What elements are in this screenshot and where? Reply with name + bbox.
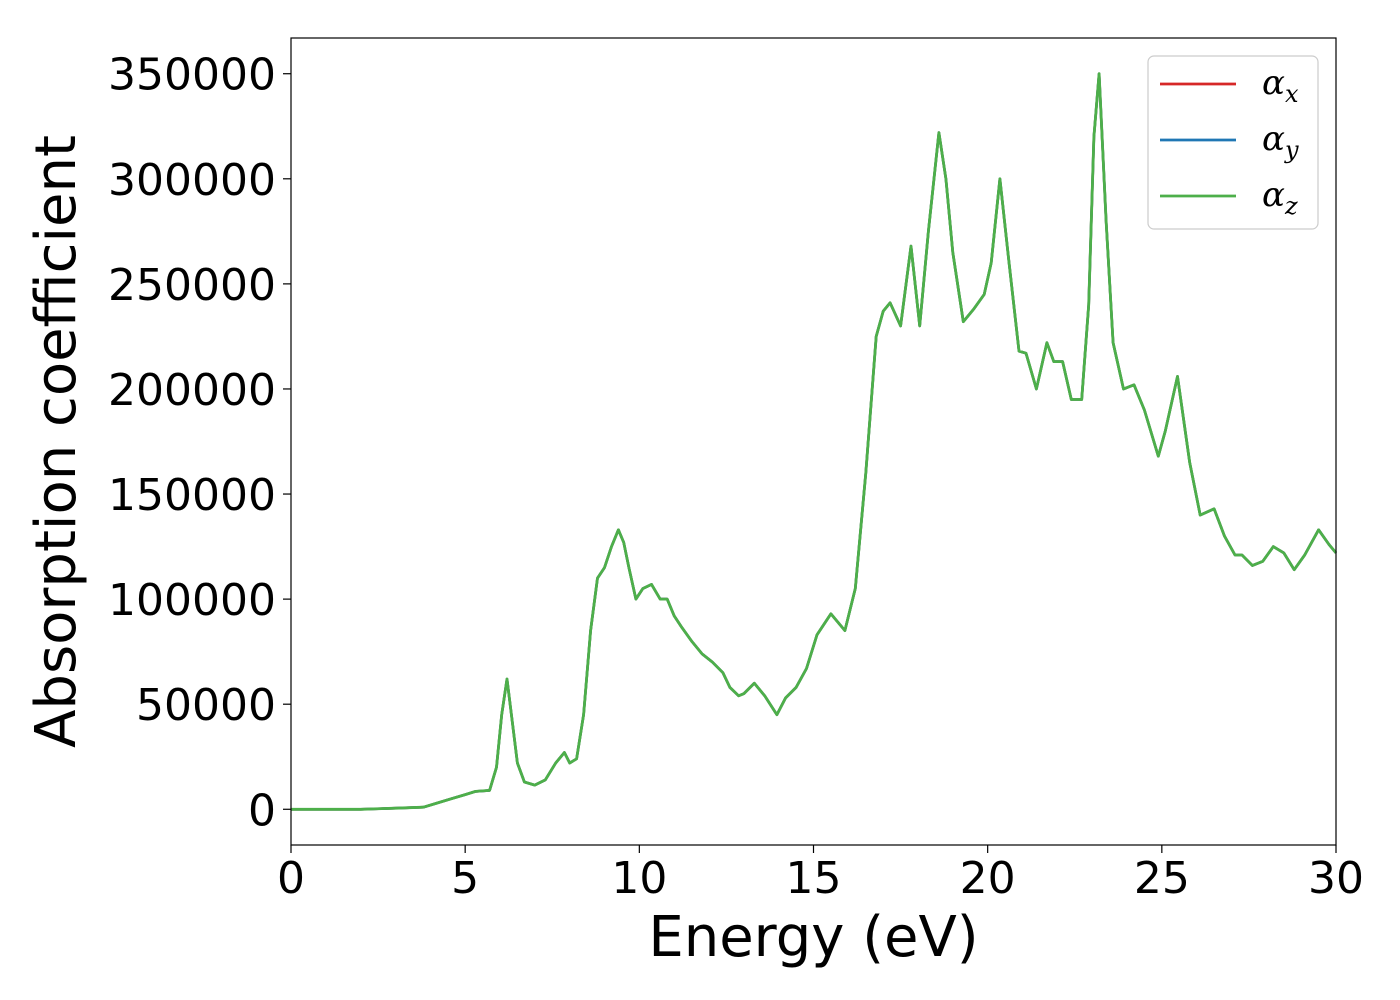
x-tick-label: 10 — [611, 853, 667, 904]
legend-label-x: αx — [1262, 63, 1299, 108]
legend-box — [1147, 55, 1319, 230]
y-tick-label: 200000 — [108, 365, 276, 416]
y-axis-label: Absorption coefficient — [24, 135, 89, 748]
x-tick-label: 20 — [960, 853, 1016, 904]
x-tick-label: 25 — [1134, 853, 1190, 904]
x-axis: 0 5 10 15 20 25 30 — [277, 845, 1364, 904]
series-layer — [291, 72, 1338, 811]
legend-label-y: αy — [1262, 119, 1299, 164]
y-tick-label: 350000 — [108, 50, 276, 101]
x-tick-label: 30 — [1308, 853, 1364, 904]
y-tick-label: 50000 — [136, 680, 276, 731]
y-tick-label: 250000 — [108, 260, 276, 311]
x-tick-label: 15 — [786, 853, 842, 904]
y-tick-label: 300000 — [108, 155, 276, 206]
x-axis-label: Energy (eV) — [648, 905, 978, 970]
y-axis: 0 50000 100000 150000 200000 250000 300000 3500… — [108, 50, 291, 836]
legend: αx αy αz — [1147, 55, 1319, 230]
legend-label-z: αz — [1262, 175, 1298, 220]
series-line-z — [291, 72, 1338, 811]
y-tick-label: 150000 — [108, 470, 276, 521]
y-tick-label: 100000 — [108, 575, 276, 626]
x-tick-label: 0 — [277, 853, 305, 904]
x-tick-label: 5 — [451, 853, 479, 904]
y-tick-label: 0 — [248, 785, 276, 836]
